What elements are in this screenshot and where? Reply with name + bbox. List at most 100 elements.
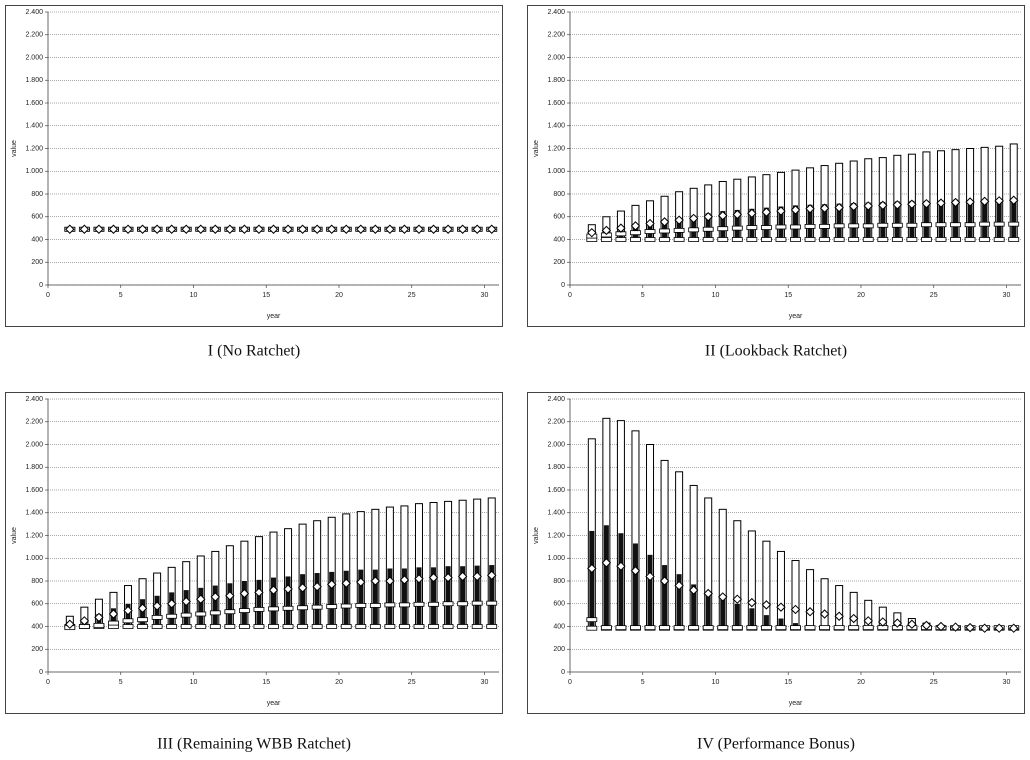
inner-box (720, 599, 726, 629)
y-tick-label: 1.600 (547, 487, 565, 494)
low-marker (1008, 237, 1020, 242)
x-axis-label: year (789, 700, 803, 707)
median-marker (804, 625, 816, 631)
inner-box (474, 565, 480, 627)
median-marker (659, 228, 670, 234)
low-marker (586, 625, 598, 631)
median-marker (746, 625, 758, 631)
x-tick-label: 20 (857, 679, 865, 686)
mean-marker (414, 574, 424, 584)
inner-box (647, 554, 653, 629)
mean-marker (65, 619, 75, 629)
inner-box (836, 203, 842, 240)
y-tick-label: 1.600 (25, 100, 43, 107)
median-marker (644, 625, 656, 631)
x-tick-label: 25 (930, 679, 938, 686)
y-tick-label: 800 (553, 578, 565, 585)
mean-marker (399, 224, 410, 234)
mean-marker (210, 592, 221, 602)
mean-marker (239, 224, 250, 234)
median-marker (122, 618, 134, 624)
low-marker (659, 237, 670, 242)
mean-marker (703, 588, 713, 599)
x-axis-label: year (267, 313, 281, 320)
x-axis-label: year (789, 313, 803, 320)
mean-marker (776, 602, 786, 612)
median-marker (93, 622, 105, 628)
low-marker (442, 624, 454, 629)
mean-marker (659, 576, 670, 586)
x-tick-label: 15 (784, 679, 792, 686)
mean-marker (761, 207, 772, 217)
mean-marker (312, 581, 322, 592)
median-marker (964, 222, 976, 228)
x-tick-label: 20 (335, 679, 343, 686)
low-marker (615, 237, 627, 242)
median-marker (326, 604, 338, 609)
low-marker (775, 237, 787, 242)
inner-box (489, 565, 495, 627)
y-tick-label: 200 (31, 259, 43, 266)
mean-marker (892, 200, 903, 210)
median-marker (195, 611, 207, 617)
inner-box (314, 573, 320, 627)
median-marker (790, 224, 801, 230)
x-tick-label: 20 (857, 292, 865, 299)
chart-panel: 02004006008001.0001.2001.4001.6001.8002.… (5, 392, 503, 714)
x-tick-label: 10 (712, 292, 720, 299)
inner-box (982, 199, 988, 240)
low-marker (137, 624, 148, 629)
low-marker (311, 624, 323, 629)
mean-marker (601, 225, 612, 236)
low-marker (413, 624, 425, 629)
y-tick-label: 0 (39, 282, 43, 289)
inner-box (589, 530, 595, 629)
mean-marker (356, 224, 366, 234)
x-tick-label: 0 (46, 679, 50, 686)
median-marker (804, 224, 816, 229)
mean-marker (254, 587, 264, 598)
median-marker (862, 223, 874, 229)
mean-marker (848, 201, 859, 212)
inner-box (460, 566, 466, 627)
inner-box (662, 565, 668, 629)
inner-box (894, 201, 900, 240)
mean-marker (152, 224, 162, 234)
inner-box (705, 213, 711, 240)
y-tick-label: 0 (39, 669, 43, 676)
low-marker (369, 624, 381, 629)
median-marker (369, 603, 381, 608)
y-tick-label: 2.200 (547, 32, 565, 39)
mean-marker (805, 607, 815, 617)
mean-marker (210, 224, 221, 234)
mean-marker (936, 621, 946, 632)
mean-marker (674, 215, 684, 225)
y-tick-label: 1.800 (25, 77, 43, 84)
mean-marker (994, 623, 1004, 633)
low-marker (848, 237, 860, 242)
low-marker (428, 624, 439, 629)
x-tick-label: 15 (262, 292, 270, 299)
y-tick-label: 1.400 (547, 510, 565, 517)
mean-marker (137, 224, 148, 234)
low-marker (209, 624, 221, 629)
median-marker (399, 602, 410, 608)
inner-box (967, 199, 973, 240)
y-tick-label: 2.200 (25, 419, 43, 426)
low-marker (457, 624, 469, 629)
low-marker (630, 237, 641, 242)
median-marker (717, 625, 729, 631)
mean-marker (645, 571, 655, 582)
median-marker (935, 222, 947, 228)
mean-marker (688, 213, 699, 224)
inner-box (387, 568, 393, 627)
y-tick-label: 1.600 (25, 487, 43, 494)
median-marker (282, 605, 294, 611)
median-marker (979, 221, 991, 227)
mean-marker (225, 224, 235, 234)
mean-marker (166, 599, 177, 609)
mean-marker (181, 596, 191, 607)
inner-box (778, 618, 784, 629)
mean-marker (370, 576, 381, 586)
mean-marker (790, 205, 801, 215)
